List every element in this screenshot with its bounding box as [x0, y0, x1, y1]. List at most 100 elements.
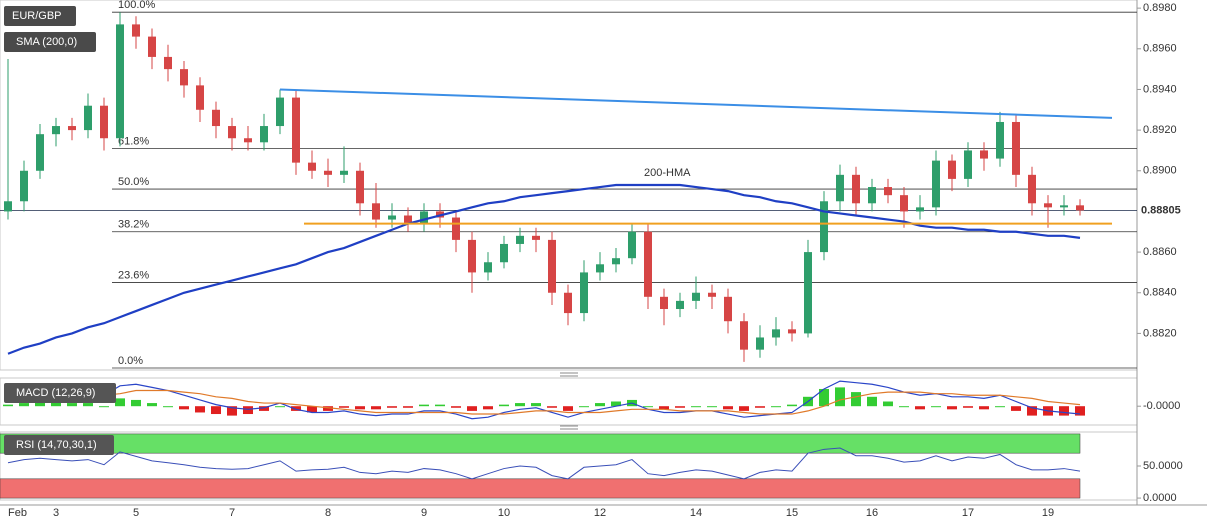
macd-histogram-bar	[275, 406, 285, 408]
signal-line	[7, 389, 1081, 415]
overbought-zone	[0, 433, 1081, 454]
macd-histogram-bar	[675, 406, 685, 408]
macd-histogram-bar	[707, 406, 717, 408]
macd-histogram-bar	[307, 406, 317, 413]
macd-histogram-bar	[899, 406, 909, 408]
candle-body	[1012, 121, 1020, 175]
macd-histogram-bar	[1011, 406, 1021, 411]
symbol-tag[interactable]	[4, 6, 76, 26]
candle-body	[20, 170, 28, 202]
panel-grip[interactable]	[560, 372, 578, 430]
macd-tag[interactable]	[4, 383, 116, 403]
hma-line	[7, 183, 1081, 355]
macd-histogram-bar	[179, 406, 189, 410]
macd-histogram-bar	[611, 401, 621, 407]
candle-body	[612, 258, 620, 265]
candle-body	[660, 296, 668, 310]
macd-histogram-bar	[1059, 406, 1069, 416]
candle-body	[740, 321, 748, 350]
macd-histogram-bar	[147, 403, 157, 407]
hma-label: 200-HMA	[644, 167, 691, 179]
macd-line	[7, 380, 1081, 420]
candle-body	[100, 105, 108, 139]
candle-body	[1044, 203, 1052, 208]
macd-histogram-bar	[259, 406, 269, 411]
candle-body	[580, 272, 588, 314]
macd-histogram-bar	[515, 403, 525, 407]
candle-body	[180, 69, 188, 86]
y-tick-label: 0.8920	[1143, 124, 1177, 136]
candle-body	[932, 160, 940, 208]
candle-body	[196, 85, 204, 110]
candle-body	[756, 337, 764, 350]
macd-histogram-bar	[819, 388, 829, 407]
macd-histogram-bar	[227, 406, 237, 416]
candle-body	[964, 150, 972, 179]
x-tick-label: 19	[1042, 507, 1054, 519]
candle-body	[244, 138, 252, 143]
macd-histogram-bar	[771, 406, 781, 408]
candle-body	[724, 296, 732, 322]
x-tick-label: Feb	[8, 507, 27, 519]
macd-histogram-bar	[499, 404, 509, 407]
macd-histogram-bar	[883, 401, 893, 407]
macd-histogram-bar	[995, 406, 1005, 408]
x-tick-label: 8	[325, 507, 331, 519]
fib-label: 61.8%	[118, 135, 149, 147]
legend: EUR/GBP SMA (200,0) MACD (12,26,9) RSI (…	[4, 6, 116, 455]
indicator-tag[interactable]	[4, 32, 96, 52]
y-tick-label: 0.8860	[1143, 246, 1177, 258]
candle-body	[1028, 174, 1036, 204]
candle-body	[900, 195, 908, 212]
candle-body	[996, 121, 1004, 159]
macd-histogram-bar	[1027, 406, 1037, 416]
oversold-zone	[0, 478, 1081, 499]
candle-body	[484, 262, 492, 273]
x-tick-label: 14	[690, 507, 702, 519]
macd-histogram-bar	[787, 404, 797, 407]
macd-histogram-bar	[531, 403, 541, 407]
x-tick-label: 10	[498, 507, 510, 519]
macd-histogram-bar	[99, 406, 109, 408]
macd-histogram-bar	[35, 401, 45, 407]
candle-body	[708, 292, 716, 297]
candle-body	[596, 264, 604, 273]
candle-body	[868, 187, 876, 204]
candle-body	[692, 292, 700, 301]
macd-histogram-bar	[131, 399, 141, 407]
candle-body	[116, 24, 124, 139]
macd-histogram-bar	[323, 406, 333, 411]
rsi-y-tick-label: 50.0000	[1143, 460, 1183, 472]
macd-histogram-bar	[723, 406, 733, 410]
candle-body	[132, 24, 140, 37]
macd-histogram-bar	[83, 403, 93, 407]
candle-body	[628, 231, 636, 259]
candle-body	[564, 292, 572, 314]
macd-histogram-bar	[19, 403, 29, 407]
macd-histogram-bar	[3, 404, 13, 407]
macd-histogram-bar	[739, 406, 749, 411]
macd-histogram-bar	[931, 406, 941, 408]
macd-histogram-bar	[851, 392, 861, 407]
macd-histogram-bar	[979, 406, 989, 410]
x-tick-label: 12	[594, 507, 606, 519]
fib-label: 0.0%	[118, 355, 143, 367]
macd-histogram-bar	[963, 406, 973, 408]
macd-histogram-bar	[67, 403, 77, 407]
fib-label: 23.6%	[118, 269, 149, 281]
fib-label: 50.0%	[118, 176, 149, 188]
candle-body	[276, 97, 284, 127]
candle-body	[84, 105, 92, 131]
y-tick-label: 0.8980	[1143, 2, 1177, 14]
candle-body	[452, 217, 460, 240]
candle-body	[36, 134, 44, 171]
macd-histogram-bar	[579, 406, 589, 408]
macd-histogram-bar	[435, 404, 445, 407]
macd-histogram-bar	[1075, 406, 1085, 416]
macd-histogram-bar	[163, 406, 173, 408]
candle-body	[500, 243, 508, 263]
rsi-tag[interactable]	[4, 435, 114, 455]
x-tick-label: 9	[421, 507, 427, 519]
y-tick-label: 0.8900	[1143, 165, 1177, 177]
